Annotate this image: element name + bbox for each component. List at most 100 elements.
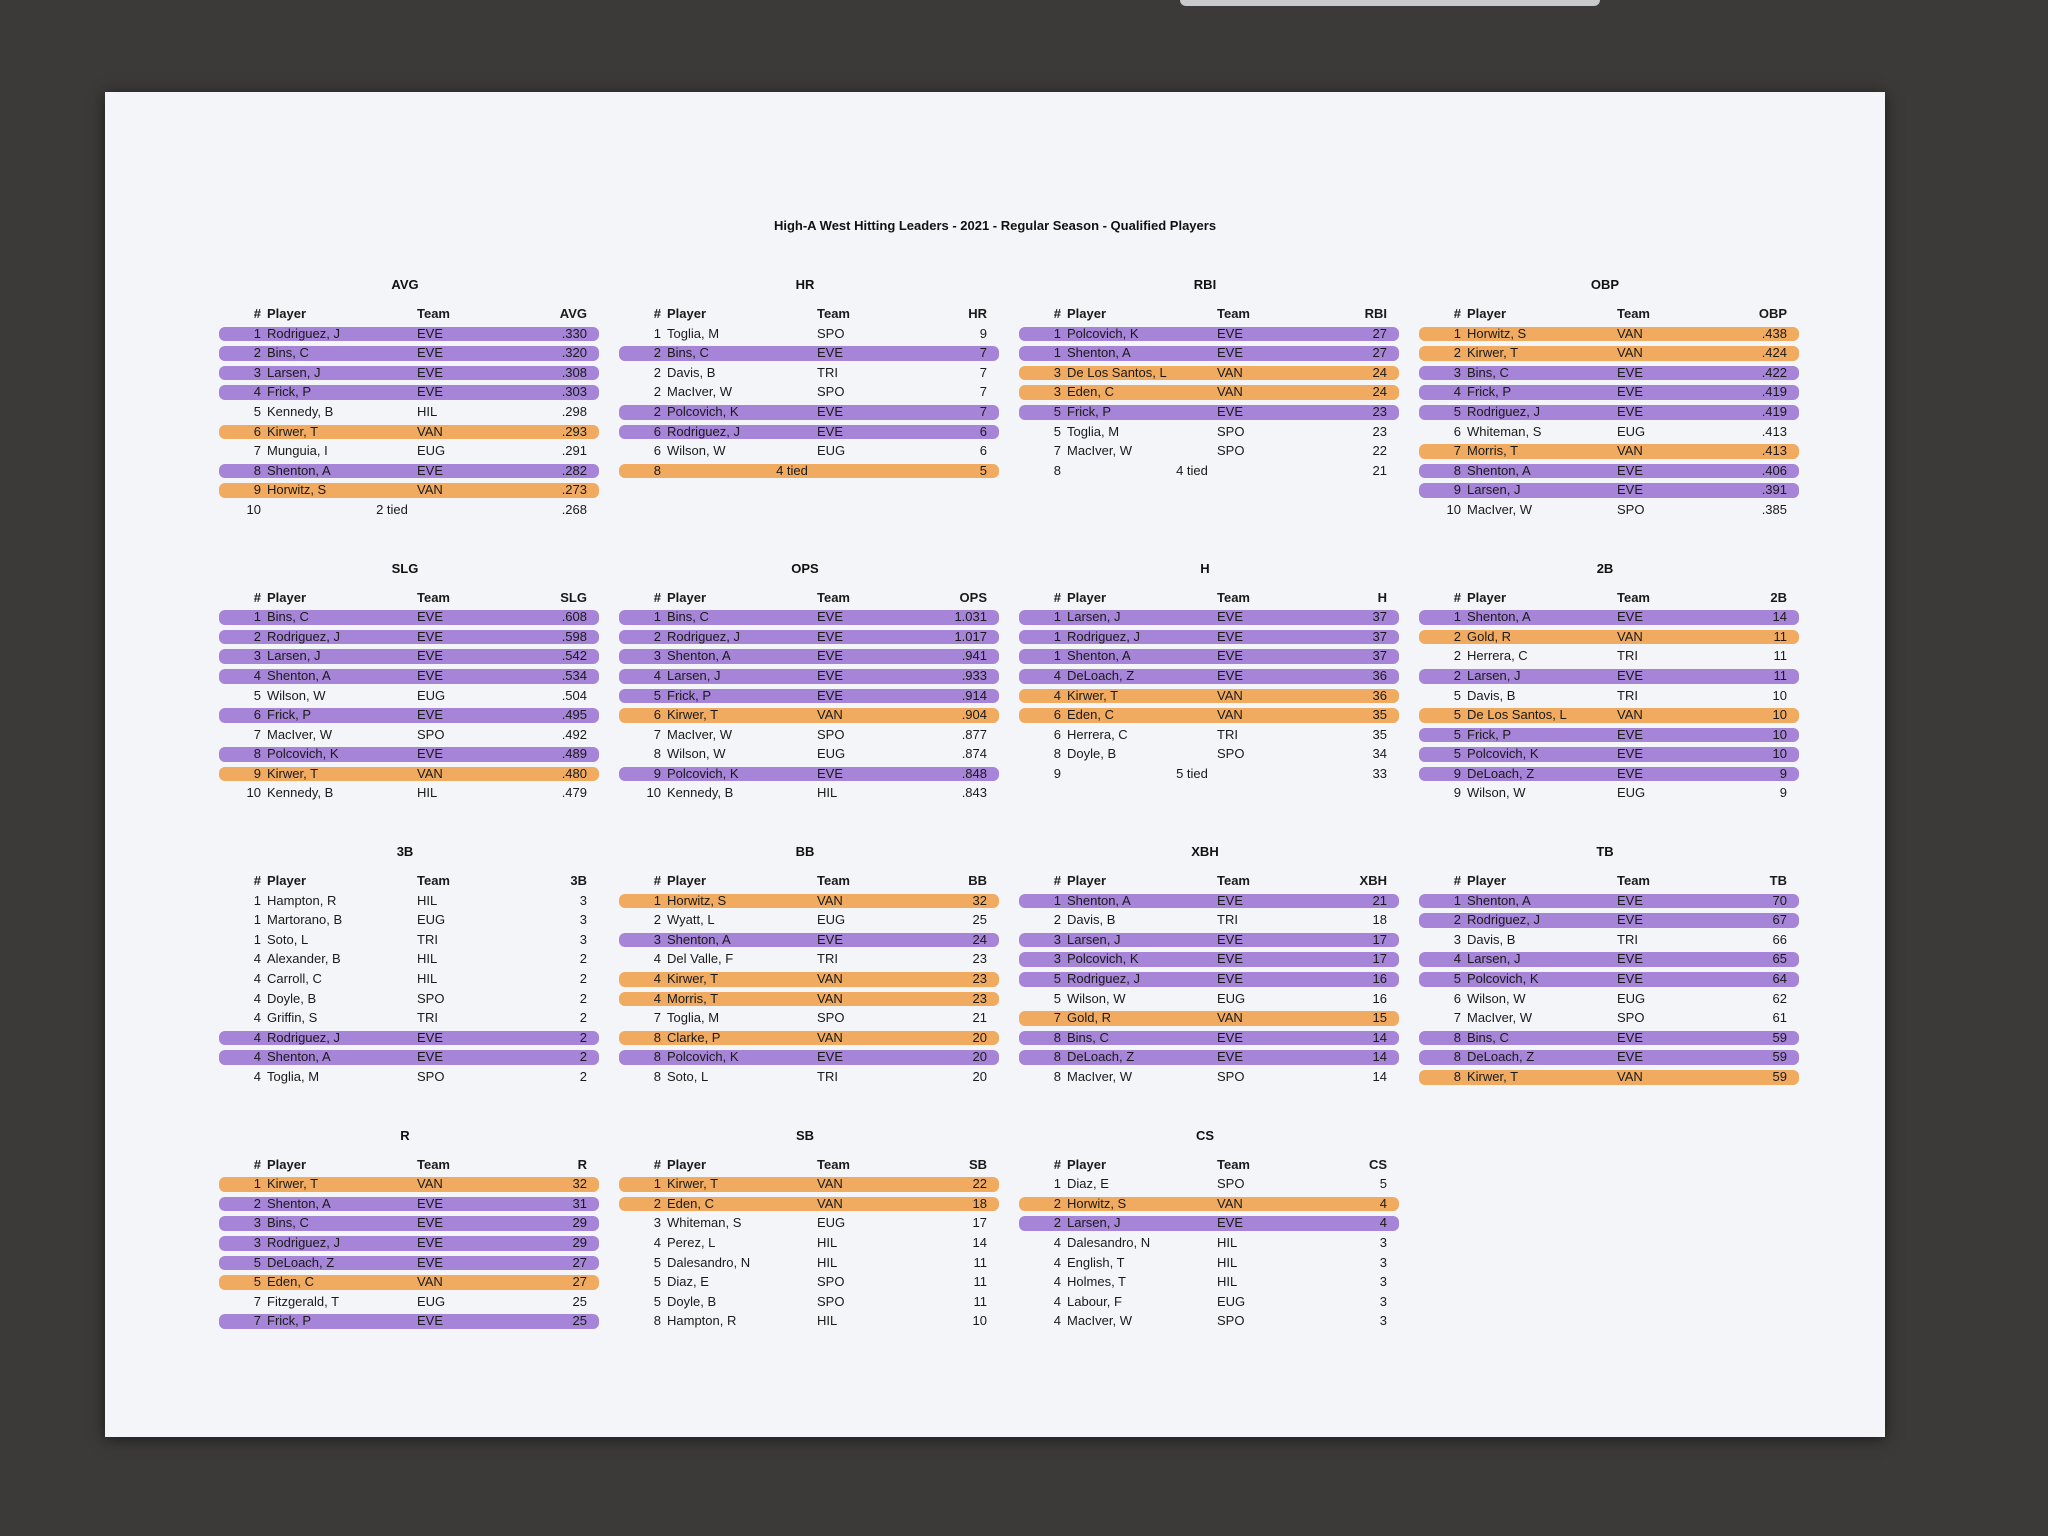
- rank-cell: 1: [653, 1176, 661, 1192]
- player-cell: Bins, C: [267, 1215, 309, 1231]
- player-cell: Kirwer, T: [1467, 345, 1519, 361]
- player-cell: Horwitz, S: [267, 482, 327, 498]
- value-cell: 62: [1772, 990, 1787, 1006]
- rank-cell: 1: [253, 912, 261, 928]
- rank-cell: 4: [1053, 667, 1061, 683]
- value-cell: .904: [961, 707, 987, 723]
- category-title: RBI: [1193, 277, 1217, 292]
- table-row: 7 Morris, T VAN .413: [1415, 441, 1799, 461]
- team-cell: VAN: [1217, 707, 1243, 723]
- player-header: Player: [1467, 873, 1507, 889]
- table-row: 1 Rodriguez, J EVE .330: [215, 324, 599, 344]
- rank-cell: 6: [653, 423, 661, 439]
- table-row: 6 Kirwer, T VAN .293: [215, 422, 599, 442]
- value-cell: 33: [1372, 765, 1387, 781]
- team-cell: EVE: [1217, 892, 1244, 908]
- team-cell: SPO: [817, 726, 845, 742]
- value-cell: .480: [561, 765, 587, 781]
- table-row: 2 Larsen, J EVE 4: [1015, 1213, 1399, 1233]
- rank-cell: 2: [653, 384, 661, 400]
- rank-cell: 8: [653, 746, 661, 762]
- value-cell: 7: [979, 345, 987, 361]
- table-row: 5 Rodriguez, J EVE 16: [1015, 969, 1399, 989]
- table-row: 8 4 tied 21: [1015, 461, 1395, 481]
- leader-table-tb: TB # Player Team TB 1 Shenton, A EVE 70 2 Rodrigue…: [1415, 841, 1799, 1087]
- table-row: 8 Hampton, R HIL 10: [615, 1311, 995, 1331]
- rank-header: #: [1053, 589, 1061, 605]
- value-cell: .291: [561, 443, 587, 459]
- rank-header: #: [1053, 1156, 1061, 1172]
- team-cell: SPO: [817, 1293, 845, 1309]
- value-cell: 10: [1772, 726, 1787, 742]
- value-cell: 67: [1772, 912, 1787, 928]
- value-cell: .422: [1761, 364, 1787, 380]
- value-header: BB: [968, 873, 987, 889]
- team-cell: EVE: [1617, 746, 1644, 762]
- team-cell: VAN: [817, 892, 843, 908]
- table-row: 5 DeLoach, Z EVE 27: [215, 1253, 599, 1273]
- player-cell: Labour, F: [1067, 1293, 1122, 1309]
- rank-cell: 9: [653, 765, 661, 781]
- player-cell: Griffin, S: [267, 1010, 318, 1026]
- value-cell: .424: [1761, 345, 1787, 361]
- value-cell: 14: [1372, 1069, 1387, 1084]
- team-cell: HIL: [417, 971, 438, 987]
- rank-cell: 8: [653, 1313, 661, 1329]
- team-cell: EUG: [817, 443, 846, 459]
- leader-table-h: H # Player Team H 1 Larsen, J EVE 37 1 Rodriguez, …: [1015, 558, 1399, 804]
- tied-cell: 5 tied: [1176, 765, 1208, 781]
- team-cell: EVE: [817, 628, 844, 644]
- player-cell: DeLoach, Z: [1067, 1049, 1135, 1065]
- table-header: # Player Team SLG: [215, 588, 595, 608]
- team-cell: EVE: [1217, 931, 1244, 947]
- table-row: 6 Eden, C VAN 35: [1015, 705, 1399, 725]
- rank-cell: 8: [1053, 1069, 1061, 1084]
- rank-cell: 4: [253, 384, 261, 400]
- value-cell: 22: [972, 1176, 987, 1192]
- rank-cell: 4: [1453, 951, 1461, 967]
- team-header: Team: [1217, 589, 1250, 605]
- rank-cell: 8: [653, 1049, 661, 1065]
- team-cell: SPO: [417, 1069, 445, 1084]
- table-row: 2 MacIver, W SPO 7: [615, 382, 995, 402]
- rank-cell: 2: [653, 628, 661, 644]
- player-header: Player: [1467, 306, 1507, 321]
- value-header: OBP: [1758, 306, 1787, 321]
- rank-cell: 2: [253, 628, 261, 644]
- value-cell: .534: [561, 667, 587, 683]
- table-row: 2 Bins, C EVE 7: [615, 343, 999, 363]
- player-cell: Carroll, C: [267, 971, 322, 987]
- rank-header: #: [653, 1156, 661, 1172]
- rank-header: #: [653, 589, 661, 605]
- rank-cell: 1: [1053, 628, 1061, 644]
- player-cell: Horwitz, S: [1467, 325, 1527, 341]
- rank-cell: 9: [1053, 765, 1061, 781]
- category-title: 2B: [1596, 560, 1614, 576]
- team-cell: EVE: [817, 765, 844, 781]
- team-cell: VAN: [817, 1195, 843, 1211]
- table-row: 4 Perez, L HIL 14: [615, 1233, 995, 1253]
- value-cell: 35: [1372, 707, 1387, 723]
- rank-cell: 1: [1053, 325, 1061, 341]
- rank-cell: 3: [653, 648, 661, 664]
- table-row: 10 MacIver, W SPO .385: [1415, 500, 1795, 520]
- player-cell: MacIver, W: [1067, 1313, 1133, 1329]
- rank-cell: 10: [246, 501, 261, 517]
- team-cell: VAN: [1617, 628, 1643, 644]
- rank-cell: 5: [1453, 687, 1461, 703]
- team-cell: EVE: [817, 931, 844, 947]
- team-cell: EUG: [417, 912, 446, 928]
- table-row: 5 Frick, P EVE 10: [1415, 725, 1799, 745]
- value-cell: .406: [1761, 462, 1787, 478]
- value-cell: .419: [1761, 384, 1787, 400]
- rank-cell: 5: [1453, 707, 1461, 723]
- team-cell: TRI: [417, 1010, 438, 1026]
- rank-cell: 1: [253, 325, 261, 341]
- value-cell: 25: [572, 1313, 587, 1329]
- team-cell: EVE: [1617, 951, 1644, 967]
- category-title: AVG: [391, 277, 419, 292]
- team-cell: VAN: [1217, 1195, 1243, 1211]
- player-cell: Polcovich, K: [667, 1049, 739, 1065]
- rank-cell: 8: [253, 746, 261, 762]
- category-title: R: [400, 1127, 410, 1143]
